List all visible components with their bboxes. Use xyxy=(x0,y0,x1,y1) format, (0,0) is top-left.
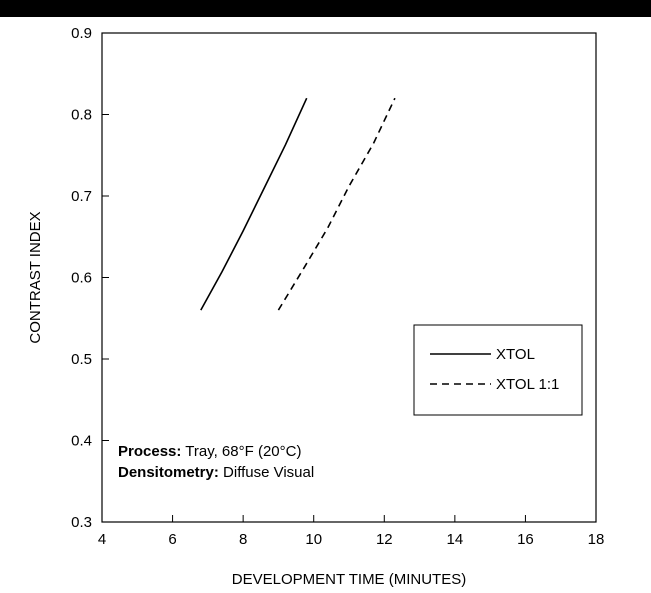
y-tick-label: 0.7 xyxy=(71,188,92,205)
legend-label-xtol-1-1: XTOL 1:1 xyxy=(496,376,559,393)
densitometry-annotation: Densitometry: Diffuse Visual xyxy=(118,464,314,481)
y-axis-label: CONTRAST INDEX xyxy=(27,211,44,343)
legend-label-xtol: XTOL xyxy=(496,346,535,363)
x-tick-label: 14 xyxy=(447,531,464,548)
x-tick-label: 6 xyxy=(168,531,176,548)
y-tick-label: 0.3 xyxy=(71,514,92,531)
axis-ticks: 4 6 8 10 12 14 16 18 0.3 0.4 0.5 0.6 0.7 0.8 0.9 xyxy=(71,25,604,548)
process-annotation-value: Tray, 68°F (20°C) xyxy=(181,443,301,460)
x-tick-label: 18 xyxy=(588,531,605,548)
densitometry-annotation-value: Diffuse Visual xyxy=(219,464,314,481)
y-tick-label: 0.5 xyxy=(71,351,92,368)
x-tick-label: 4 xyxy=(98,531,106,548)
process-annotation-label: Process: xyxy=(118,443,181,460)
y-tick-label: 0.9 xyxy=(71,25,92,42)
x-axis-label: DEVELOPMENT TIME (MINUTES) xyxy=(232,571,466,588)
top-black-bar xyxy=(0,0,651,17)
process-annotation: Process: Tray, 68°F (20°C) xyxy=(118,443,301,460)
series-line-xtol-1-1 xyxy=(277,97,396,311)
x-tick-label: 10 xyxy=(305,531,322,548)
x-tick-label: 12 xyxy=(376,531,393,548)
y-tick-label: 0.4 xyxy=(71,433,92,450)
y-tick-label: 0.8 xyxy=(71,107,92,124)
series-layer xyxy=(200,97,396,311)
legend: XTOL XTOL 1:1 xyxy=(413,324,583,416)
x-tick-label: 8 xyxy=(239,531,247,548)
legend-box xyxy=(413,324,583,416)
x-tick-label: 16 xyxy=(517,531,534,548)
y-tick-label: 0.6 xyxy=(71,270,92,287)
series-line-xtol xyxy=(200,97,308,311)
densitometry-annotation-label: Densitometry: xyxy=(118,464,219,481)
